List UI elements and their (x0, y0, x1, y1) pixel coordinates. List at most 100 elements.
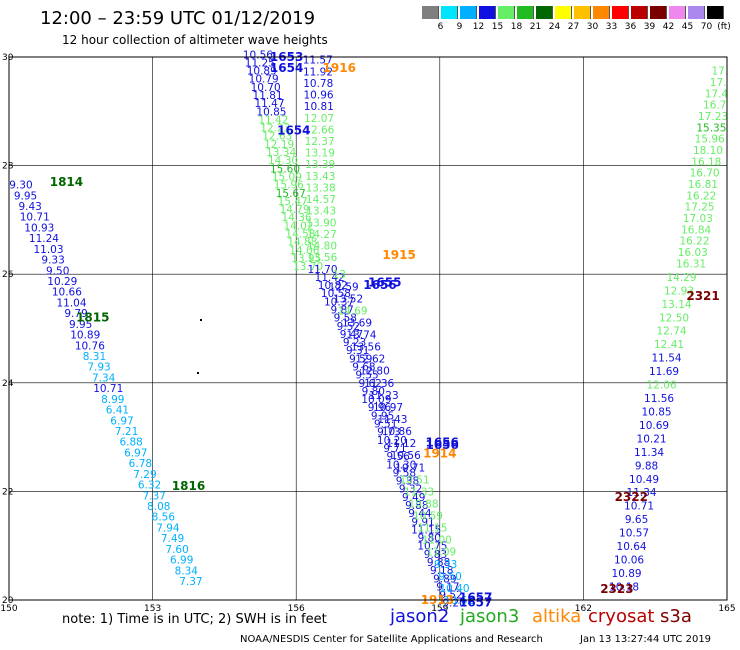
wave-height-value: 11.69 (649, 366, 679, 378)
wave-height-value: 9.17 (436, 581, 459, 593)
colorbar-label: 45 (681, 22, 694, 32)
wave-height-value: 15.35 (696, 122, 726, 134)
wave-height-value: 9.55 (355, 370, 378, 382)
wave-height-value: 10.96 (304, 90, 334, 102)
wave-height-value: 7.34 (92, 372, 116, 384)
colorbar-label: 24 (548, 22, 561, 32)
wave-height-value: 10.37 (324, 296, 354, 308)
wave-height-value: 11.12 (386, 438, 416, 450)
wave-height-value: 7.21 (115, 426, 138, 438)
wave-height-value: 12.41 (654, 339, 684, 351)
wave-height-value: 9.51 (374, 419, 397, 431)
wave-height-value: 11.36 (364, 378, 394, 390)
wave-height-value: 9.96 (368, 402, 392, 414)
wave-height-value: 14.30 (268, 155, 298, 167)
wave-height-value: 16.70 (690, 168, 720, 180)
wave-height-value: 16.7 (703, 100, 726, 112)
pass-time-label: 1656 (425, 436, 458, 450)
lat-tick-label: 22 (2, 487, 13, 497)
lon-tick-label: 165 (718, 604, 735, 614)
wave-height-value: 10.89 (247, 66, 277, 78)
wave-height-value: 13.43 (305, 171, 335, 183)
lat-tick-label: 24 (2, 379, 14, 389)
wave-height-value: 10.20 (377, 435, 407, 447)
wave-height-value: 14.02 (283, 220, 313, 232)
pass-time-label: 2323 (600, 582, 633, 596)
colorbar-swatch (460, 6, 477, 19)
wave-height-value: 10.51 (400, 474, 430, 486)
colorbar-label: 18 (510, 22, 523, 32)
wave-height-value: 9.88 (635, 460, 658, 472)
colorbar-label: 42 (662, 22, 675, 32)
wave-height-value: 13.56 (307, 252, 337, 264)
wave-height-value: 11.15 (417, 523, 447, 535)
wave-height-value: 11.81 (253, 90, 283, 102)
footer-credit: NOAA/NESDIS Center for Satellite Applica… (240, 634, 543, 645)
wave-height-value: 10.40 (439, 583, 469, 595)
colorbar-swatch (669, 6, 686, 19)
colorbar-swatch (422, 6, 439, 19)
wave-height-value: 9.38 (396, 476, 419, 488)
wave-height-value: 14.69 (338, 305, 368, 317)
wave-height-value: 11.70 (307, 264, 337, 276)
wave-height-value: 11.04 (56, 297, 86, 309)
wave-height-value: 9.56 (386, 451, 410, 463)
colorbar-label: 39 (643, 22, 656, 32)
wave-height-value: 10.71 (93, 383, 123, 395)
pass-time-label: 1914 (423, 446, 456, 460)
wave-height-value: 13.14 (662, 299, 692, 311)
wave-height-value: 10.85 (642, 406, 672, 418)
wave-height-value: 9.23 (343, 337, 366, 349)
pass-time-label: 1654 (270, 61, 303, 75)
pass-time-label: 1657 (459, 596, 492, 610)
wave-height-value: 11.25 (245, 57, 275, 69)
wave-height-value: 10.89 (612, 568, 642, 580)
wave-height-value: 12.23 (260, 123, 290, 135)
colorbar-label: 15 (491, 22, 504, 32)
wave-height-value: 17.23 (698, 111, 728, 123)
lon-tick-label: 150 (0, 604, 17, 614)
wave-height-value: 11.34 (627, 487, 657, 499)
wave-height-value: 16.84 (681, 224, 711, 236)
wave-height-value: 9.58 (334, 313, 357, 325)
colorbar-swatch (650, 6, 667, 19)
pass-time-label: 1654 (277, 123, 310, 137)
wave-height-value: 13 (333, 269, 346, 281)
wave-height-value: 9.95 (371, 410, 394, 422)
wave-height-value: 10.56 (391, 450, 421, 462)
wave-height-value: 11.42 (258, 114, 288, 126)
wave-height-value: 12.07 (304, 113, 334, 125)
wave-height-value: 8.08 (147, 501, 170, 513)
wave-height-value: 9.62 (358, 378, 381, 390)
wave-height-value: 9.43 (18, 201, 41, 213)
wave-height-value: 7.49 (161, 533, 184, 545)
wave-height-value: 10.62 (444, 595, 474, 607)
colorbar-swatch (517, 6, 534, 19)
wave-height-value: 17.03 (683, 213, 713, 225)
wave-height-value: 10.79 (249, 74, 279, 86)
wave-height-value: 9.71 (383, 443, 406, 455)
wave-height-value: 12.06 (647, 380, 677, 392)
wave-height-value: 12.37 (305, 136, 335, 148)
wave-height-value: 9.80 (362, 386, 385, 398)
pass-time-label: 1656 (425, 438, 458, 452)
wave-height-value: 12.80 (360, 366, 390, 378)
track-E: 1312.5913.5214.6913.6913.7413.5612.6212.… (329, 269, 474, 607)
wave-height-value: 12.19 (264, 139, 294, 151)
wave-height-value: 10.69 (639, 420, 669, 432)
wave-height-value: 10.66 (52, 287, 82, 299)
colorbar-label: 36 (624, 22, 637, 32)
wave-height-value: 10.76 (75, 340, 105, 352)
pass-time-label: 1916 (323, 61, 356, 75)
wave-height-value: 11.15 (411, 524, 441, 536)
wave-height-value: 8.56 (152, 512, 176, 524)
wave-height-value: 7.37 (179, 576, 202, 588)
wave-height-value: 11.33 (404, 486, 434, 498)
wave-height-value: 9.80 (418, 533, 441, 545)
satellite-s3a: s3a (660, 606, 692, 627)
wave-height-value: 13.34 (266, 147, 296, 159)
map-title: 12:00 – 23:59 UTC 01/12/2019 (40, 8, 316, 29)
pass-time-label: 1657 (459, 590, 492, 604)
